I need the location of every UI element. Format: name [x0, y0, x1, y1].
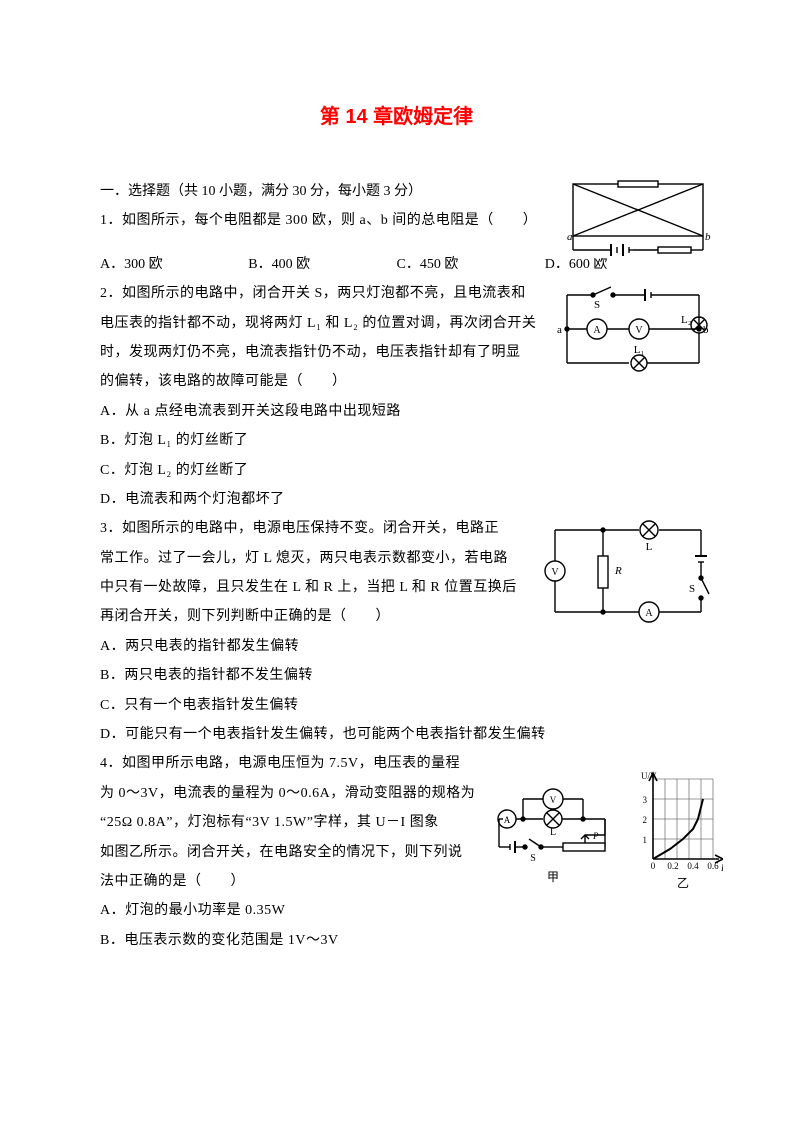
q4-ytick-3: 3	[643, 795, 648, 805]
q2-label-voltmeter: V	[635, 325, 643, 336]
q3-figure: V A L R S	[543, 516, 713, 626]
q4-label-a: A	[504, 815, 511, 825]
q1-opt-c: C．450 欧	[397, 250, 545, 279]
q2-opt-c: C．灯泡 L₂ 的灯丝断了	[100, 456, 693, 485]
q3-label-s: S	[689, 583, 695, 595]
q1-label-a: a	[567, 231, 573, 243]
question-3: V A L R S 3．如图所示的电路中，电源电压保持不变。闭合开关，电路正 常…	[100, 514, 693, 749]
q1-label-b: b	[705, 231, 711, 243]
q4-xtick-1: 0.2	[667, 861, 678, 871]
q4-ytick-2: 2	[643, 815, 648, 825]
q2-label-s: S	[594, 299, 600, 311]
q3-label-l: L	[646, 541, 653, 553]
q2-label-a: a	[557, 324, 562, 336]
q4-ytick-1: 1	[643, 835, 648, 845]
q2-figure: S A V L₂ L₁ a b	[553, 281, 713, 377]
q3-opt-b: B．两只电表的指针都不发生偏转	[100, 661, 693, 690]
q2-label-l1: L₁	[634, 344, 645, 356]
q4-xtick-3: 0.6	[707, 861, 719, 871]
q3-opt-c: C．只有一个电表指针发生偏转	[100, 691, 693, 720]
q4-ylabel: U/V	[641, 771, 657, 781]
q4-figures: V A L S P 甲	[493, 769, 723, 909]
q2-label-b: b	[703, 324, 709, 336]
q2-opt-d: D．电流表和两个灯泡都坏了	[100, 485, 693, 514]
q2-opt-a: A．从 a 点经电流表到开关这段电路中出现短路	[100, 397, 693, 426]
question-2: S A V L₂ L₁ a b 2．如图所示的电路中，闭合开关 S，两只灯泡都不…	[100, 279, 693, 514]
q4-xlabel: I/A	[720, 863, 723, 873]
q2-opt-b: B．灯泡 L₁ 的灯丝断了	[100, 426, 693, 455]
q2-label-l2: L₂	[681, 314, 692, 326]
q3-label-a: A	[645, 608, 653, 619]
page: 第 14 章欧姆定律 一．选择题（共 10 小题，满分 30 分，每小题 3 分…	[0, 0, 793, 1122]
question-1: a b 1．如图所示，每个电阻都是 300 欧，则 a、b 间的总电阻是（ ） …	[100, 206, 693, 279]
q4-label-l: L	[550, 827, 556, 838]
q4-opt-b: B．电压表示数的变化范围是 1V～3V	[100, 926, 693, 955]
q4-caption-left: 甲	[547, 870, 559, 884]
q4-xtick-0: 0	[651, 861, 656, 871]
q1-opt-b: B．400 欧	[248, 250, 396, 279]
q3-label-v: V	[551, 567, 559, 578]
q3-opt-a: A．两只电表的指针都发生偏转	[100, 632, 693, 661]
q1-opt-a: A．300 欧	[100, 250, 248, 279]
q4-label-s: S	[530, 853, 536, 864]
q3-opt-d: D．可能只有一个电表指针发生偏转，也可能两个电表指针都发生偏转	[100, 720, 693, 749]
q3-label-r: R	[614, 565, 622, 577]
q2-label-ammeter: A	[593, 325, 601, 336]
question-4: V A L S P 甲	[100, 749, 693, 955]
q4-label-p: P	[592, 831, 599, 841]
q4-caption-right: 乙	[677, 876, 689, 890]
q4-xtick-2: 0.4	[687, 861, 699, 871]
q4-label-v: V	[550, 795, 557, 805]
q1-figure: a b	[563, 176, 713, 258]
chapter-title: 第 14 章欧姆定律	[100, 100, 693, 129]
